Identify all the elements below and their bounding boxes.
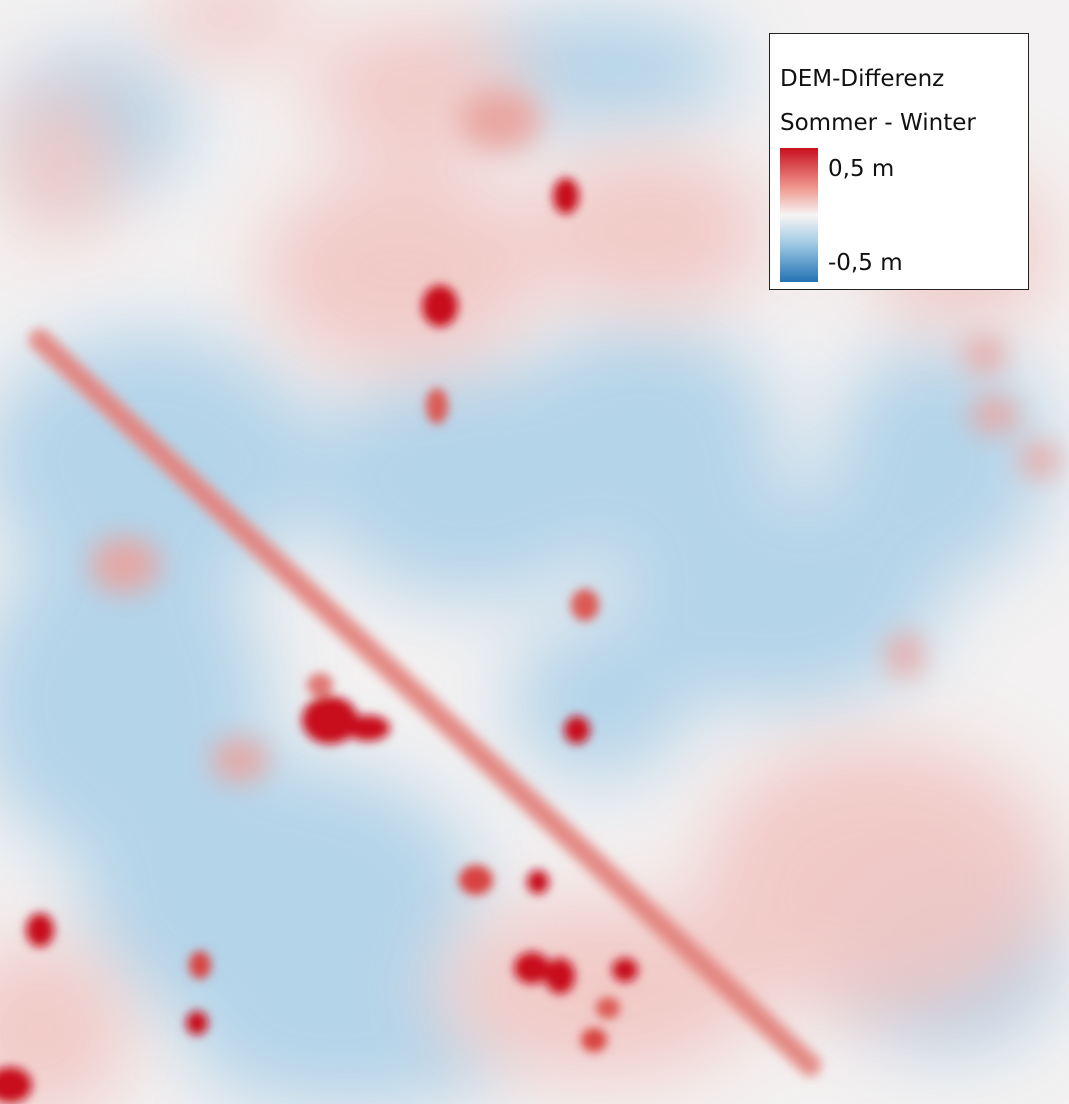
legend-color-ramp	[780, 148, 818, 282]
legend-title: DEM-Differenz	[780, 66, 945, 92]
legend-subtitle: Sommer - Winter	[780, 110, 976, 136]
legend-max-label: 0,5 m	[828, 156, 895, 182]
map-legend: DEM-Differenz Sommer - Winter 0,5 m -0,5…	[769, 33, 1029, 290]
raised-objects	[0, 178, 638, 1103]
road-embankment	[28, 328, 822, 1077]
legend-min-label: -0,5 m	[828, 250, 903, 276]
small-positive-patches	[90, 90, 1060, 782]
